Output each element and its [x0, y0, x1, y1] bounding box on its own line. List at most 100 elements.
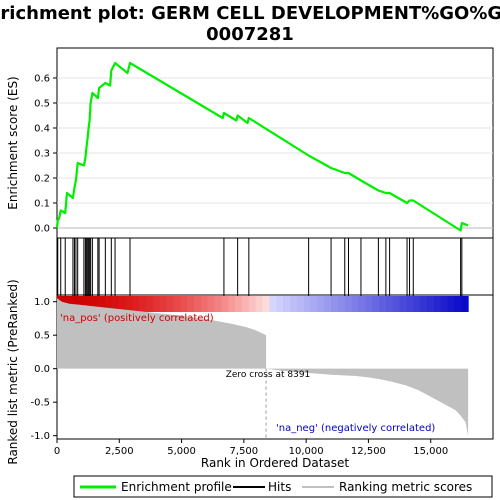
na-pos-annotation: 'na_pos' (positively correlated)	[60, 313, 214, 324]
legend-ranking-label: Ranking metric scores	[339, 480, 472, 494]
x-axis-ticks: 0 2,500 5,000 7,500 10,000 12,500 15,000	[54, 439, 448, 457]
es-gridlines	[57, 77, 493, 229]
gradient-segment	[433, 296, 442, 312]
gradient-segment	[269, 296, 277, 312]
x-tick-label: 12,500	[351, 446, 386, 457]
gradient-segment	[276, 296, 284, 312]
es-y-axis-label: Enrichment score (ES)	[6, 76, 20, 209]
gradient-segment	[454, 296, 462, 312]
gradient-segment	[385, 296, 394, 312]
legend-hits-label: Hits	[268, 480, 291, 494]
gradient-segment	[104, 296, 113, 312]
gradient-segment	[125, 296, 133, 312]
x-tick-label: 2,500	[105, 446, 134, 457]
gradient-segment	[379, 296, 387, 312]
gradient-segment	[399, 296, 408, 312]
gradient-segment	[98, 296, 106, 312]
gradient-segment	[289, 296, 298, 312]
metric-y-ticks: 1.0 0.5 0.0 -0.5 -1.0	[30, 297, 57, 442]
gradient-segment	[324, 296, 332, 312]
gradient-segment	[228, 296, 236, 312]
gradient-segment	[159, 296, 168, 312]
x-tick-label: 5,000	[167, 446, 196, 457]
zero-cross-annotation: Zero cross at 8391	[226, 370, 311, 380]
gradient-segment	[337, 296, 346, 312]
gradient-segment	[235, 296, 243, 312]
es-series-line	[55, 61, 469, 232]
gradient-segment	[207, 296, 216, 312]
es-y-tick-label: 0.6	[34, 74, 50, 85]
legend-box	[73, 475, 493, 498]
gradient-segment	[111, 296, 120, 312]
gradient-segment	[461, 296, 469, 312]
ranking-metric-area	[57, 298, 469, 436]
es-y-tick-label: 0.0	[34, 224, 50, 235]
gradient-segment	[132, 296, 140, 312]
gradient-segment	[372, 296, 380, 312]
gradient-segment	[248, 296, 257, 312]
plot-title-line1: Enrichment plot: GERM CELL DEVELOPMENT%G…	[0, 3, 500, 24]
plot-title-line2: 0007281	[206, 24, 294, 45]
metric-y-axis-label: Ranked list metric (PreRanked)	[6, 279, 20, 464]
gradient-segment	[296, 296, 305, 312]
gradient-segment	[166, 296, 175, 312]
gradient-segment	[139, 296, 147, 312]
es-y-tick-label: 0.4	[34, 124, 50, 135]
gradient-segment	[310, 296, 318, 312]
gradient-segment	[420, 296, 428, 312]
es-y-tick-label: 0.2	[34, 174, 50, 185]
gradient-segment	[440, 296, 449, 312]
gradient-segment	[194, 296, 202, 312]
gradient-segment	[77, 296, 86, 312]
gradient-segment	[392, 296, 401, 312]
es-y-tick-label: 0.5	[34, 99, 50, 110]
gradient-segment	[91, 296, 99, 312]
x-tick-label: 0	[54, 446, 60, 457]
gradient-segment	[331, 296, 339, 312]
gradient-segment	[173, 296, 181, 312]
x-axis-label: Rank in Ordered Dataset	[201, 456, 349, 470]
gradient-segment	[152, 296, 161, 312]
es-y-tick-label: 0.3	[34, 149, 50, 160]
gradient-segment	[118, 296, 127, 312]
x-tick-label: 15,000	[413, 446, 448, 457]
metric-y-tick-label: -0.5	[30, 398, 50, 409]
gradient-segment	[365, 296, 373, 312]
gradient-segment	[262, 296, 270, 312]
metric-y-tick-label: -1.0	[30, 431, 50, 442]
gradient-segment	[283, 296, 291, 312]
es-line-group	[55, 61, 469, 232]
metric-y-tick-label: 0.5	[34, 331, 50, 342]
gradient-segment	[187, 296, 195, 312]
na-neg-annotation: 'na_neg' (negatively correlated)	[276, 423, 435, 434]
gradient-segment	[426, 296, 435, 312]
legend-profile-label: Enrichment profile	[121, 480, 232, 494]
gradient-segment	[303, 296, 312, 312]
gradient-segment	[447, 296, 455, 312]
gradient-segment	[241, 296, 250, 312]
gradient-segment	[214, 296, 223, 312]
metric-y-tick-label: 0.0	[34, 364, 50, 375]
metric-y-tick-label: 1.0	[34, 297, 50, 308]
gradient-segment	[255, 296, 264, 312]
gradient-segment	[180, 296, 188, 312]
gradient-segment	[413, 296, 421, 312]
ranking-metric-group	[57, 298, 469, 439]
gradient-segment	[317, 296, 325, 312]
es-y-ticks: 0.0 0.1 0.2 0.3 0.4 0.5 0.6	[34, 74, 57, 235]
gradient-segment	[351, 296, 360, 312]
rank-gradient-bar	[57, 296, 469, 312]
gradient-segment	[344, 296, 353, 312]
es-y-tick-label: 0.1	[34, 199, 50, 210]
hits-group	[57, 238, 463, 296]
x-tick-label: 10,000	[289, 446, 324, 457]
gradient-segment	[84, 296, 92, 312]
gradient-segment	[200, 296, 209, 312]
x-tick-label: 7,500	[230, 446, 259, 457]
legend: Enrichment profile Hits Ranking metric s…	[73, 475, 493, 498]
gradient-segment	[221, 296, 229, 312]
gradient-segment	[406, 296, 414, 312]
gradient-segment	[358, 296, 366, 312]
